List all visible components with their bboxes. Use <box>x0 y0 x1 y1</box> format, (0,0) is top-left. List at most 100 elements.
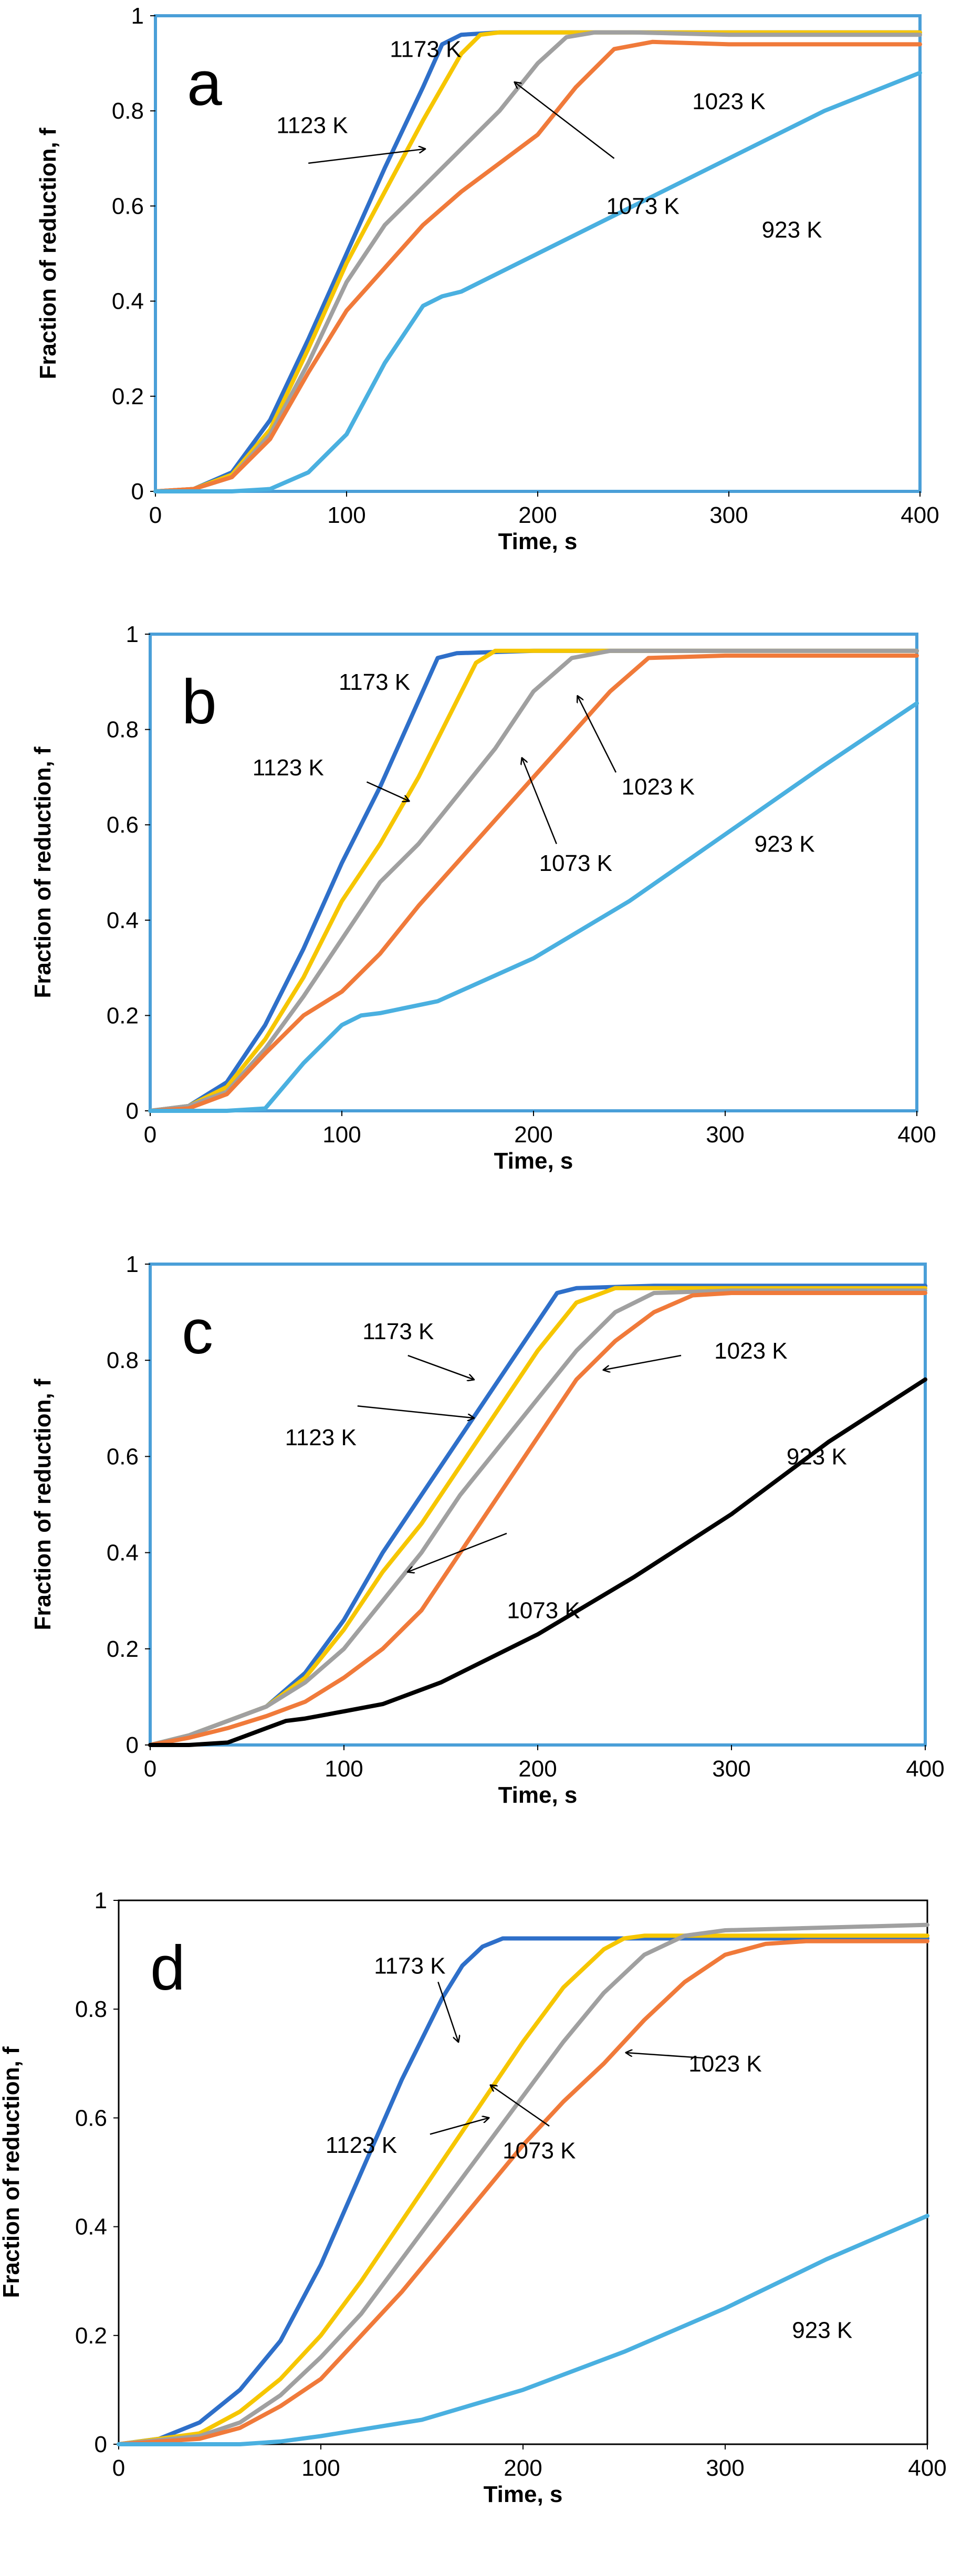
y-tick-label: 0.4 <box>107 908 139 933</box>
y-tick-label: 0.2 <box>112 384 144 409</box>
y-tick-label: 0.4 <box>112 289 144 314</box>
series-line-923k <box>117 2213 929 2446</box>
x-tick-label: 0 <box>144 1756 156 1782</box>
annotation-arrow <box>522 758 557 844</box>
curve-label: 1123 K <box>276 112 348 138</box>
y-tick-label: 0.2 <box>107 1636 139 1662</box>
curve-label: 1073 K <box>503 2138 576 2164</box>
series-line-1073k <box>117 1922 929 2446</box>
curve-label: 1173 K <box>339 669 410 695</box>
y-tick-label: 0.4 <box>107 1540 139 1566</box>
curve-label: 923 K <box>787 1444 847 1469</box>
y-tick-label: 0.2 <box>75 2323 107 2349</box>
x-tick-label: 0 <box>149 502 162 528</box>
y-tick-label: 0.4 <box>75 2214 107 2240</box>
annotation-arrow <box>407 1354 474 1380</box>
annotation-arrow <box>490 2085 550 2127</box>
annotation-arrow <box>366 781 409 801</box>
y-tick-label: 0.8 <box>107 1348 139 1373</box>
series-line-1023k <box>148 653 919 1113</box>
x-tick-label: 200 <box>504 2455 542 2481</box>
panel-letter: d <box>150 1933 185 2003</box>
plot-frame <box>149 1263 927 1747</box>
y-tick-label: 1 <box>95 1888 107 1913</box>
curve-label: 1023 K <box>688 2051 761 2077</box>
y-tick-label: 0.8 <box>112 98 144 124</box>
annotation-arrow <box>603 1354 682 1370</box>
panel-b: 0 0.2 0.4 0.6 0.8 1 0 100 200 300 400 Time, s Fracti… <box>30 622 936 1174</box>
curve-label: 1123 K <box>326 2132 397 2158</box>
plot-frame <box>118 1899 928 2445</box>
curve-label: 1123 K <box>253 755 324 781</box>
y-tick-label: 0.8 <box>75 1996 107 2022</box>
y-tick-label: 0 <box>95 2432 107 2457</box>
x-axis-title: Time, s <box>494 1148 573 1174</box>
x-tick-label: 200 <box>514 1122 552 1148</box>
series-line-923k <box>153 70 922 493</box>
y-tick-label: 0.6 <box>75 2105 107 2131</box>
curve-label: 1023 K <box>622 774 695 800</box>
x-tick-label: 200 <box>518 502 557 528</box>
x-tick-label: 400 <box>906 1756 944 1782</box>
x-tick-label: 100 <box>322 1122 361 1148</box>
series-line-1123k <box>148 648 919 1113</box>
x-tick-label: 300 <box>706 2455 744 2481</box>
y-tick-label: 0.6 <box>107 1444 139 1469</box>
x-tick-label: 400 <box>897 1122 936 1148</box>
annotation-arrow <box>430 2118 489 2135</box>
y-tick-label: 0.2 <box>107 1003 139 1028</box>
x-tick-label: 100 <box>301 2455 340 2481</box>
series-line-1073k <box>148 648 919 1113</box>
x-tick-label: 0 <box>144 1122 156 1148</box>
series-line-923k <box>148 1377 927 1747</box>
series-line-1023k <box>153 39 922 493</box>
annotation-arrow <box>626 2053 705 2059</box>
annotation-arrow <box>357 1405 474 1418</box>
series-line-1073k <box>148 1288 927 1747</box>
y-tick-label: 1 <box>131 3 144 29</box>
y-tick-label: 0.6 <box>112 193 144 219</box>
y-tick-label: 0 <box>131 479 144 504</box>
annotation-arrow <box>408 1532 507 1572</box>
annotation-arrow <box>308 149 425 164</box>
panel-letter: a <box>187 48 222 119</box>
curve-label: 1073 K <box>606 193 679 219</box>
curve-label: 1123 K <box>285 1425 357 1450</box>
annotation-arrow <box>578 696 617 773</box>
series-line-1023k <box>117 1939 929 2446</box>
x-tick-label: 300 <box>712 1756 750 1782</box>
curve-label: 1173 K <box>390 36 461 62</box>
annotation-arrow <box>515 82 615 159</box>
y-axis-title: Fraction of reduction, f <box>35 128 61 379</box>
y-tick-label: 0.6 <box>107 812 139 838</box>
annotation-arrow <box>437 1981 458 2042</box>
x-tick-label: 100 <box>325 1756 363 1782</box>
panel-a: 0 0.2 0.4 0.6 0.8 1 0 100 200 300 400 Time, s Fracti… <box>35 3 939 554</box>
x-tick-label: 400 <box>901 502 939 528</box>
y-tick-label: 0 <box>126 1098 139 1124</box>
curve-label: 1023 K <box>714 1338 787 1364</box>
y-axis-title: Fraction of reduction, f <box>0 2046 24 2298</box>
series-line-1173k <box>117 1936 929 2446</box>
x-tick-label: 400 <box>908 2455 946 2481</box>
series-line-923k <box>148 701 919 1113</box>
y-tick-label: 0 <box>126 1732 139 1758</box>
x-tick-label: 200 <box>518 1756 557 1782</box>
series-line-1123k <box>117 1933 929 2446</box>
panel-c: 0 0.2 0.4 0.6 0.8 1 0 100 200 300 400 Time, s Fracti… <box>30 1252 945 1808</box>
curve-label: 1073 K <box>507 1598 580 1624</box>
x-tick-label: 0 <box>112 2455 125 2481</box>
y-tick-label: 0.8 <box>107 717 139 743</box>
curve-label: 1073 K <box>539 850 612 876</box>
panel-letter: c <box>182 1297 213 1367</box>
panel-d: 0 0.2 0.4 0.6 0.8 1 0 100 200 300 400 Time, s Fracti… <box>0 1888 947 2507</box>
x-axis-title: Time, s <box>498 529 578 554</box>
x-axis-title: Time, s <box>484 2482 563 2507</box>
x-tick-label: 300 <box>709 502 748 528</box>
curve-label: 923 K <box>792 2317 852 2343</box>
curve-label: 1023 K <box>692 89 765 114</box>
y-axis-title: Fraction of reduction, f <box>30 746 56 998</box>
y-axis-title: Fraction of reduction, f <box>30 1379 56 1630</box>
curve-label: 1173 K <box>374 1953 445 1979</box>
